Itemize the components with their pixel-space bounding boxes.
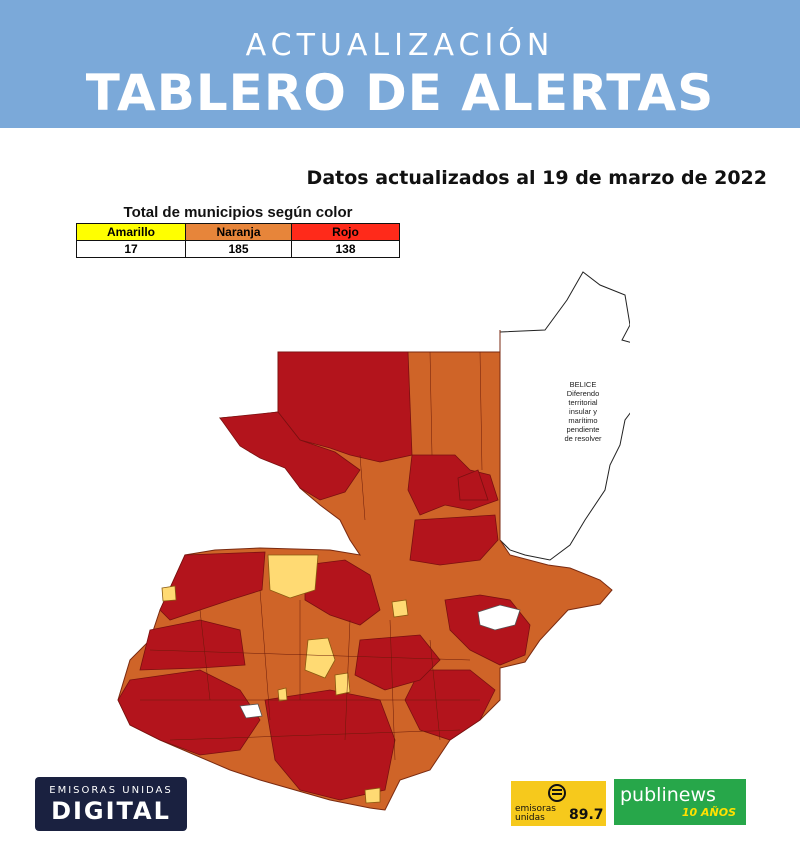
publinews-logo: publinews 10 AÑOS: [614, 779, 746, 825]
logo-897-line1: emisoras: [515, 804, 556, 814]
logo-897-line2: unidas: [515, 813, 545, 823]
region-yellow-1: [267, 554, 319, 599]
summary-table-title: Total de municipios según color: [123, 204, 353, 221]
region-yellow-3: [391, 599, 409, 618]
emisoras-unidas-897-logo: emisoras unidas 89.7: [511, 781, 606, 826]
radio-icon: [548, 784, 566, 802]
region-southeast-red: [404, 669, 496, 741]
belize-outline: [497, 271, 630, 561]
region-southwest-red: [117, 669, 261, 756]
lake-atitlan: [239, 703, 263, 719]
publinews-tag: 10 AÑOS: [681, 806, 736, 819]
region-west-red: [159, 551, 266, 621]
header-rojo: Rojo: [291, 223, 400, 241]
belize-label-line: de resolver: [564, 434, 602, 443]
guatemala-map: [117, 271, 630, 811]
logo-eu-line1: EMISORAS UNIDAS: [49, 785, 173, 796]
region-south-red: [264, 689, 396, 801]
belize-label-line: marítimo: [568, 416, 598, 425]
page-title: TABLERO DE ALERTAS: [85, 64, 715, 122]
region-yellow-4: [334, 672, 351, 696]
value-amarillo: 17: [76, 240, 186, 258]
value-rojo: 138: [291, 240, 400, 258]
region-peten-central-red: [409, 514, 499, 566]
logo-897-freq: 89.7: [569, 807, 604, 823]
belize-label-line: BELICE: [569, 380, 597, 389]
logo-eu-line2: DIGITAL: [51, 797, 171, 825]
header-kicker: ACTUALIZACIÓN: [245, 28, 555, 63]
value-naranja: 185: [185, 240, 292, 258]
region-midcentral-red: [354, 634, 441, 691]
municipal-borders: [140, 351, 483, 761]
lake-izabal: [477, 604, 521, 631]
belize-label-line: insular y: [569, 407, 597, 416]
emisoras-unidas-digital-logo: EMISORAS UNIDAS DIGITAL: [35, 777, 187, 831]
publinews-name: publinews: [620, 784, 716, 806]
region-yellow-6: [364, 787, 381, 804]
update-date: Datos actualizados al 19 de marzo de 202…: [306, 167, 767, 189]
belize-label-line: Diferendo: [566, 389, 600, 398]
radio-bars-icon: [552, 789, 562, 791]
region-yellow-7: [277, 687, 288, 702]
region-yellow-5: [161, 585, 177, 602]
belize-label: BELICE Diferendo territorial insular y m…: [547, 380, 619, 443]
logo-897-text: emisoras unidas: [515, 805, 556, 823]
region-central-red: [304, 559, 381, 626]
region-midwest-red: [139, 619, 246, 671]
region-northwest-red: [219, 411, 361, 501]
header-banner: ACTUALIZACIÓN TABLERO DE ALERTAS: [0, 0, 800, 128]
belize-label-line: territorial: [568, 398, 598, 407]
region-northeast-red: [457, 469, 489, 501]
header-naranja: Naranja: [185, 223, 292, 241]
header-amarillo: Amarillo: [76, 223, 186, 241]
summary-table: Amarillo Naranja Rojo 17 185 138: [76, 223, 400, 258]
belize-label-line: pendiente: [566, 425, 600, 434]
region-yellow-2: [304, 637, 336, 679]
